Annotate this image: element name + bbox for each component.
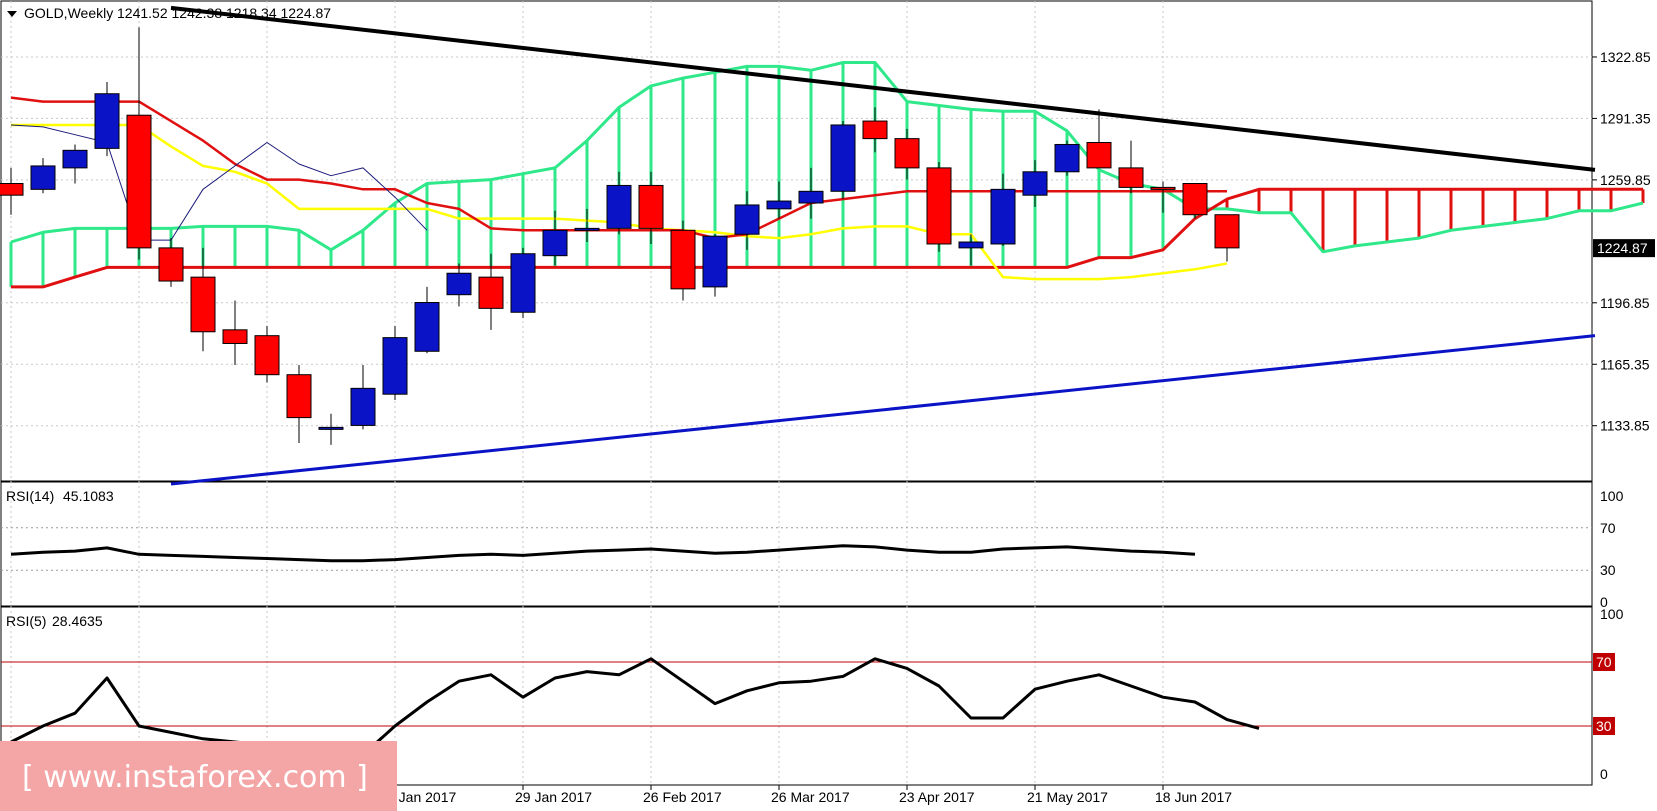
candle-body (734, 204, 760, 235)
rsi5-level-label: 70 (1596, 654, 1612, 670)
rsi14-value-label: 45.1083 (63, 488, 114, 504)
candle-body (830, 124, 856, 192)
candlesticks (0, 27, 1240, 445)
candle-body (990, 188, 1016, 245)
candle-body (1022, 171, 1048, 196)
price-panel-frame (0, 0, 1593, 482)
candle-body (798, 190, 824, 204)
candle-body (766, 200, 792, 210)
candle-body (158, 247, 184, 282)
candle-body (1054, 143, 1080, 173)
rsi14-line (10, 544, 1196, 563)
candle-body (1182, 182, 1208, 216)
candle-body (0, 182, 24, 196)
current-price-label: 1224.87 (1597, 240, 1648, 256)
price-tick-label: 1133.85 (1600, 418, 1650, 434)
time-tick-label: 21 May 2017 (1027, 789, 1108, 805)
candle-body (318, 426, 344, 430)
candle-body (638, 184, 664, 229)
watermark-background (0, 741, 397, 811)
upper-trendline (170, 5, 1596, 172)
chikou-span-line (10, 124, 428, 241)
senkou-span-b-line (11, 187, 1643, 289)
lower-trendline (170, 334, 1596, 486)
current-price-tag (1593, 239, 1655, 258)
watermark-text: [ www.instaforex.com ] (22, 760, 368, 795)
candle-body (62, 149, 88, 169)
candle-body (510, 253, 536, 313)
candle-body (958, 241, 984, 249)
candle-body (1086, 142, 1112, 169)
rsi5-indicator: 70 30 100 0 (1, 606, 1624, 782)
rsi5-series-label: RSI(5) (6, 613, 46, 629)
rsi5-tick-label: 100 (1600, 606, 1624, 622)
candle-body (286, 374, 312, 419)
price-tick-label: 1165.35 (1600, 356, 1650, 372)
candle-body (606, 184, 632, 229)
rsi14-tick-label: 70 (1600, 520, 1616, 536)
senkou-span-a-line (10, 61, 1644, 254)
candle-body (862, 120, 888, 140)
candle-body (542, 229, 568, 257)
trendlines (170, 5, 1596, 486)
time-tick-label: 26 Mar 2017 (771, 789, 850, 805)
time-tick-label: 29 Jan 2017 (515, 789, 592, 805)
candle-body (894, 138, 920, 169)
candle-body (414, 302, 440, 352)
time-tick-label: 18 Jun 2017 (1155, 789, 1232, 805)
rsi5-level-tag (1593, 653, 1615, 671)
rsi5-tick-label: 0 (1600, 766, 1608, 782)
rsi14-tick-label: 30 (1600, 562, 1616, 578)
candle-body (350, 387, 376, 426)
rsi5-line (10, 657, 1260, 757)
symbol-label: GOLD,Weekly (24, 5, 113, 21)
candle-body (446, 272, 472, 296)
rsi14-tick-label: 100 (1600, 488, 1624, 504)
candle-body (222, 329, 248, 344)
rsi14-series-label: RSI(14) (6, 488, 54, 504)
time-tick-label: 26 Feb 2017 (643, 789, 722, 805)
rsi14-indicator: 100 70 30 0 (1, 488, 1624, 610)
price-tick-label: 1259.85 (1600, 172, 1651, 188)
candle-body (926, 167, 952, 245)
candle-body (190, 276, 216, 333)
candle-body (30, 165, 56, 190)
candle-body (94, 93, 120, 149)
candle-body (574, 227, 600, 231)
candle-body (382, 337, 408, 395)
time-tick-label: 1 Jan 2017 (387, 789, 456, 805)
price-axis: 1322.85 1291.35 1259.85 1196.85 1165.35 1133.… (1592, 49, 1655, 434)
candle-body (1118, 167, 1144, 188)
candle-body (478, 276, 504, 309)
price-tick-label: 1322.85 (1600, 49, 1651, 65)
price-tick-label: 1196.85 (1600, 295, 1650, 311)
time-tick-label: 23 Apr 2017 (899, 789, 975, 805)
candle-body (702, 235, 728, 288)
rsi14-tick-label: 0 (1600, 594, 1608, 610)
candle-body (670, 229, 696, 290)
candle-body (1150, 186, 1176, 190)
rsi5-level-tag (1593, 717, 1615, 735)
candle-body (254, 335, 280, 376)
rsi5-level-label: 30 (1596, 718, 1612, 734)
chart-menu-triangle-icon[interactable] (7, 11, 17, 17)
price-tick-label: 1291.35 (1600, 110, 1651, 126)
rsi5-value-label: 28.4635 (52, 613, 103, 629)
candle-body (126, 114, 152, 249)
rsi14-panel-frame (0, 481, 1593, 607)
candle-body (1214, 214, 1240, 249)
ohlc-label: 1241.52 1242.38 1218.34 1224.87 (117, 5, 331, 21)
